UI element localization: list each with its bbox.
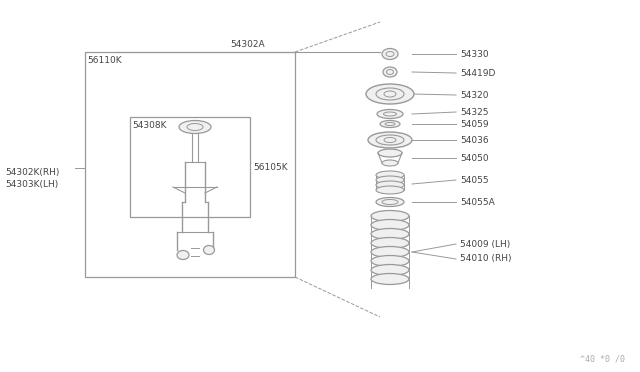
Ellipse shape [376,176,404,184]
Bar [85,52,295,277]
Ellipse shape [378,149,402,157]
Text: ^40 *0 /0: ^40 *0 /0 [580,355,625,364]
Ellipse shape [179,121,211,134]
Ellipse shape [371,228,409,240]
Ellipse shape [382,48,398,60]
Ellipse shape [383,67,397,77]
Ellipse shape [376,88,404,100]
Ellipse shape [371,247,409,257]
Ellipse shape [366,84,414,104]
Ellipse shape [371,256,409,266]
Ellipse shape [371,273,409,285]
Ellipse shape [371,219,409,231]
Text: 54050: 54050 [460,154,488,163]
Ellipse shape [368,132,412,148]
Ellipse shape [383,112,397,116]
Ellipse shape [387,70,394,74]
Ellipse shape [376,198,404,206]
Ellipse shape [382,199,398,205]
Ellipse shape [376,186,404,194]
Ellipse shape [177,250,189,260]
Text: 54320: 54320 [460,90,488,99]
Text: 54325: 54325 [460,108,488,116]
Ellipse shape [385,122,395,125]
Text: 54302K(RH): 54302K(RH) [5,167,60,176]
Ellipse shape [386,51,394,57]
Ellipse shape [376,171,404,179]
Ellipse shape [380,121,400,128]
Text: 56110K: 56110K [87,56,122,65]
Text: 54059: 54059 [460,119,488,128]
Ellipse shape [376,181,404,189]
Text: 54009 (LH): 54009 (LH) [460,240,510,248]
Text: 54419D: 54419D [460,68,495,77]
Text: 54055: 54055 [460,176,488,185]
Text: 54330: 54330 [460,49,488,58]
Ellipse shape [371,211,409,221]
Ellipse shape [384,138,396,142]
Ellipse shape [187,124,203,131]
Bar [130,117,250,217]
Ellipse shape [377,109,403,119]
Ellipse shape [371,237,409,248]
Text: 54308K: 54308K [132,121,166,130]
Text: 54302A: 54302A [230,40,265,49]
Ellipse shape [376,135,404,145]
Ellipse shape [371,264,409,276]
Text: 56105K: 56105K [253,163,287,171]
Text: 54303K(LH): 54303K(LH) [5,180,58,189]
Text: 54036: 54036 [460,135,488,144]
Text: 54055A: 54055A [460,198,495,206]
Ellipse shape [204,246,214,254]
Ellipse shape [384,91,396,97]
Ellipse shape [382,160,398,166]
Text: 54010 (RH): 54010 (RH) [460,254,511,263]
